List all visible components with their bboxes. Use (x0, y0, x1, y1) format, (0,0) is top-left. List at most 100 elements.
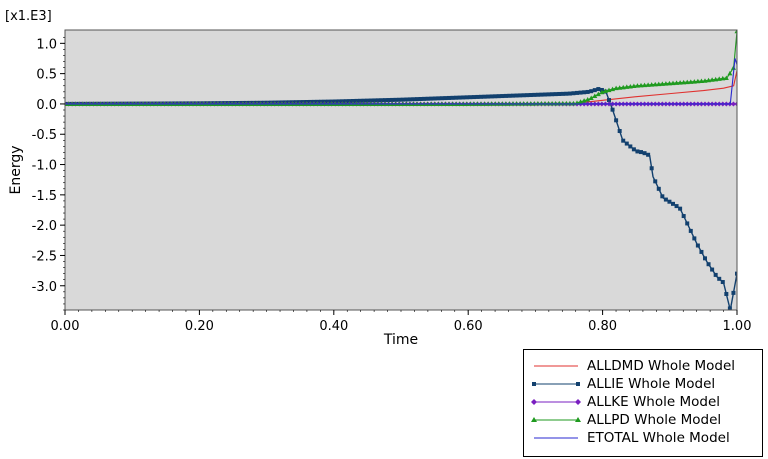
series-point (596, 87, 601, 92)
x-tick-label: 0.20 (185, 319, 214, 334)
series-point (695, 243, 700, 248)
series-point (599, 89, 605, 95)
series-point (503, 93, 508, 98)
series-point (713, 76, 719, 82)
legend-label-etotal: ETOTAL Whole Model (587, 430, 730, 446)
series-point (343, 99, 348, 104)
legend-label-allke: ALLKE Whole Model (587, 394, 720, 410)
series-point (578, 90, 583, 95)
series-point (511, 93, 515, 98)
series-point (674, 80, 680, 85)
series-etotal (65, 58, 737, 105)
y-tick-label: -1.0 (32, 159, 57, 174)
series-layer (65, 30, 737, 310)
series-point (639, 150, 643, 155)
series-point (486, 94, 491, 99)
series-point (368, 98, 373, 103)
series-point (698, 78, 704, 84)
series-point (354, 98, 359, 103)
series-point (656, 186, 661, 191)
x-tick-label: 0.60 (454, 319, 483, 334)
series-point (375, 98, 380, 103)
series-point (457, 95, 462, 100)
series-point (681, 214, 686, 219)
series-point (659, 81, 665, 86)
legend-swatch-etotal (534, 437, 578, 439)
series-point (660, 194, 665, 199)
series-point (688, 79, 694, 84)
series-point (589, 89, 594, 94)
series-point (710, 267, 715, 272)
x-tick-label: 1.00 (723, 319, 752, 334)
series-point (638, 82, 644, 88)
series-point (418, 96, 423, 101)
y-tick-label: -2.0 (32, 219, 57, 234)
series-point (624, 141, 629, 146)
series-point (532, 92, 537, 97)
series-point (422, 96, 427, 101)
series-point (702, 78, 708, 83)
series-point (560, 91, 565, 96)
series-point (397, 97, 402, 102)
series-point (539, 92, 544, 97)
series-point (617, 85, 623, 90)
series-point (621, 138, 626, 143)
series-point (613, 85, 619, 91)
series-point (425, 96, 430, 101)
series-point (723, 75, 729, 80)
series-point (684, 79, 690, 85)
series-point (404, 97, 409, 102)
series-point (439, 96, 444, 101)
series-point (429, 96, 434, 101)
x-tick-label: 0.80 (588, 319, 617, 334)
series-point (646, 152, 651, 157)
series-point (617, 129, 622, 134)
y-tick-label: -3.0 (32, 280, 57, 295)
legend-item-alldmd: ALLDMD Whole Model (524, 357, 762, 375)
y-axis-title: Energy (8, 145, 24, 194)
legend: ALLDMD Whole Model ALLIE Whole Model ALL… (523, 349, 763, 457)
series-point (709, 77, 715, 82)
series-point (678, 206, 683, 211)
series-point (642, 82, 648, 88)
series-point (393, 97, 398, 102)
series-point (695, 78, 701, 84)
series-point (585, 97, 591, 102)
series-point (496, 94, 501, 99)
series-point (432, 96, 437, 101)
series-point (493, 94, 498, 99)
series-point (735, 271, 737, 276)
x-axis: 0.00 0.20 0.40 0.60 0.80 1.00 (51, 310, 752, 334)
series-point (734, 30, 737, 34)
series-point (521, 93, 526, 98)
series-point (688, 228, 693, 233)
series-point (482, 94, 487, 99)
series-point (716, 76, 722, 81)
series-point (553, 92, 558, 97)
series-point (631, 147, 636, 152)
series-point (400, 97, 405, 102)
legend-label-allpd: ALLPD Whole Model (587, 412, 722, 428)
series-point (699, 249, 704, 254)
series-point (461, 95, 466, 100)
series-point (550, 92, 555, 97)
series-point (656, 81, 662, 87)
series-point (642, 151, 647, 156)
series-point (557, 91, 562, 96)
series-point (595, 91, 601, 97)
plot-area (65, 30, 737, 310)
series-point (415, 97, 419, 102)
legend-item-allpd: ALLPD Whole Model (524, 411, 762, 429)
series-point (730, 65, 736, 70)
series-point (500, 94, 505, 99)
series-point (706, 77, 712, 83)
series-point (351, 98, 355, 103)
y-multiplier-label: [x1.E3] (5, 9, 52, 24)
series-point (691, 79, 697, 84)
y-tick-label: 1.0 (36, 37, 57, 52)
series-point (628, 144, 633, 149)
legend-label-alldmd: ALLDMD Whole Model (587, 358, 736, 374)
series-line (65, 58, 737, 105)
legend-item-allie: ALLIE Whole Model (524, 375, 762, 393)
y-tick-label: 0.5 (36, 68, 57, 83)
